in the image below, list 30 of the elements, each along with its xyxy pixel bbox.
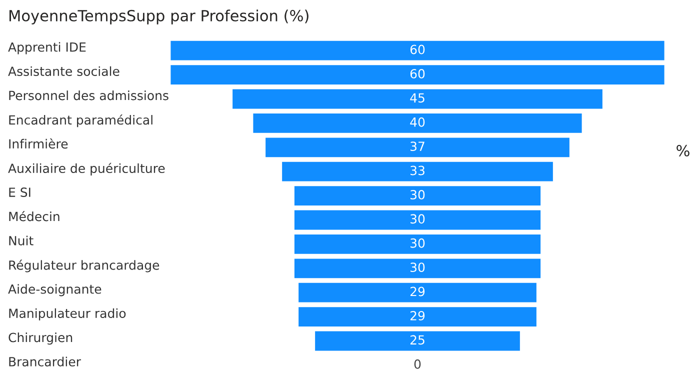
category-label: Brancardier bbox=[9, 356, 81, 366]
category-label: E SI bbox=[9, 188, 30, 198]
data-label: 25 bbox=[410, 335, 424, 345]
data-label: 0 bbox=[414, 359, 421, 369]
data-label: 60 bbox=[410, 68, 425, 78]
data-label: 40 bbox=[410, 117, 425, 127]
category-label: Personnel des admissions bbox=[9, 90, 168, 100]
data-label: 30 bbox=[410, 238, 425, 248]
data-label: 30 bbox=[410, 262, 425, 272]
category-label: Aide-soignante bbox=[8, 284, 102, 296]
category-label: Médecin bbox=[9, 211, 60, 222]
category-label: Apprenti IDE bbox=[8, 42, 86, 54]
data-label: 45 bbox=[410, 93, 424, 103]
text: MoyenneTempsSupp par Profession (%) bbox=[10, 10, 308, 24]
data-label: 29 bbox=[410, 310, 425, 320]
category-label: Infirmière bbox=[9, 138, 68, 149]
data-label: 60 bbox=[410, 44, 425, 54]
data-label: 29 bbox=[410, 286, 425, 296]
category-label: Manipulateur radio bbox=[9, 308, 126, 320]
data-label: 30 bbox=[410, 190, 425, 200]
category-label: Auxiliaire de puériculture bbox=[8, 162, 165, 176]
category-label: Assistante sociale bbox=[8, 66, 120, 76]
text: % bbox=[676, 144, 690, 156]
category-label: Chirurgien bbox=[8, 332, 72, 345]
category-label: Encadrant paramédical bbox=[9, 114, 152, 128]
data-label: 30 bbox=[410, 214, 425, 224]
category-label: Régulateur brancardage bbox=[9, 260, 160, 272]
data-label: 33 bbox=[410, 166, 424, 176]
data-label: 37 bbox=[410, 142, 424, 152]
category-label: Nuit bbox=[9, 236, 34, 246]
